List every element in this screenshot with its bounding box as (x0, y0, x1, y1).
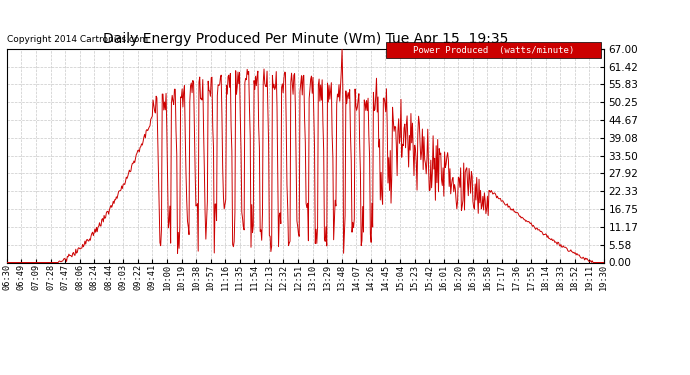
FancyBboxPatch shape (386, 42, 601, 58)
Title: Daily Energy Produced Per Minute (Wm) Tue Apr 15  19:35: Daily Energy Produced Per Minute (Wm) Tu… (103, 32, 508, 46)
Text: Power Produced  (watts/minute): Power Produced (watts/minute) (413, 46, 574, 55)
Text: Copyright 2014 Cartronics.com: Copyright 2014 Cartronics.com (7, 36, 148, 45)
